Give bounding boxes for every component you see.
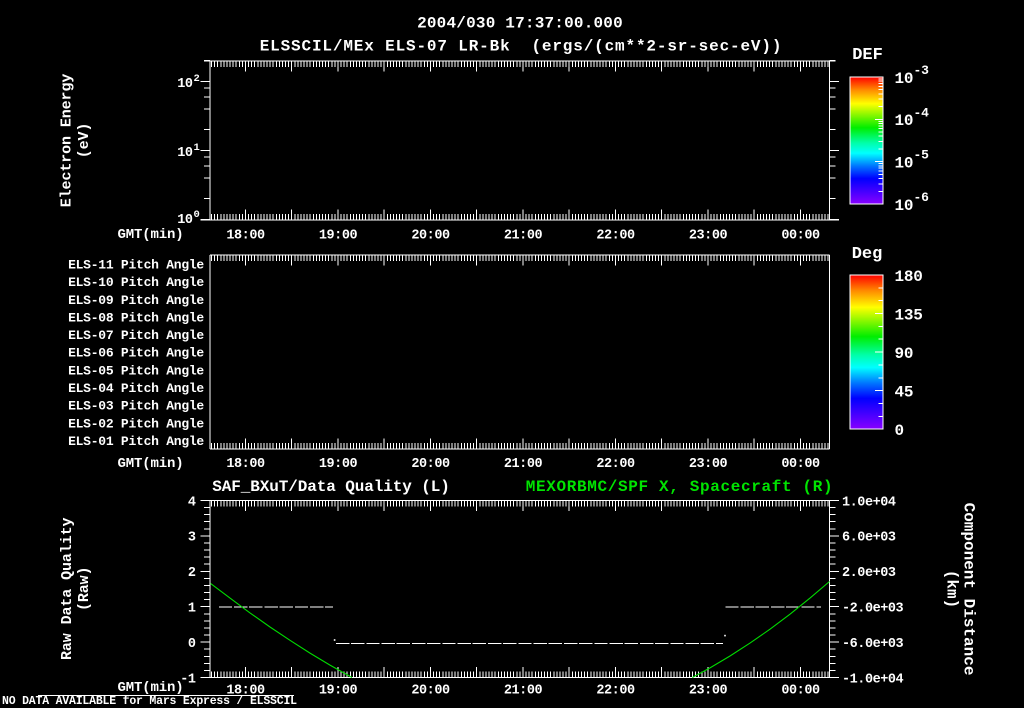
svg-text:10: 10 (177, 213, 193, 228)
svg-text:22:00: 22:00 (596, 228, 635, 243)
svg-text:10: 10 (177, 77, 193, 92)
svg-text:ELS-06 Pitch Angle: ELS-06 Pitch Angle (68, 346, 204, 361)
svg-text:GMT(min): GMT(min) (117, 227, 183, 243)
svg-text:ELS-10 Pitch Angle: ELS-10 Pitch Angle (68, 275, 204, 290)
svg-text:1.0e+04: 1.0e+04 (842, 495, 896, 510)
svg-text:19:00: 19:00 (319, 684, 358, 699)
svg-text:2: 2 (194, 73, 200, 85)
svg-text:Raw Data Quality: Raw Data Quality (59, 517, 76, 660)
svg-text:3: 3 (188, 531, 196, 546)
svg-text:10: 10 (895, 112, 914, 130)
svg-text:2.0e+03: 2.0e+03 (842, 566, 896, 581)
svg-text:10: 10 (895, 155, 914, 173)
svg-text:ELS-05 Pitch Angle: ELS-05 Pitch Angle (68, 363, 204, 378)
svg-text:-6.0e+03: -6.0e+03 (842, 637, 904, 652)
svg-text:-1.0e+04: -1.0e+04 (842, 672, 904, 687)
svg-text:21:00: 21:00 (504, 684, 543, 699)
svg-text:0: 0 (194, 209, 200, 221)
svg-text:00:00: 00:00 (781, 228, 820, 243)
svg-text:22:00: 22:00 (596, 457, 635, 472)
svg-text:10: 10 (895, 70, 914, 88)
svg-text:SAF_BXuT/Data Quality (L): SAF_BXuT/Data Quality (L) (212, 478, 450, 496)
svg-text:18:00: 18:00 (226, 684, 265, 699)
svg-text:10: 10 (895, 197, 914, 215)
svg-text:2: 2 (188, 566, 196, 581)
svg-text:21:00: 21:00 (504, 228, 543, 243)
svg-text:4: 4 (188, 495, 196, 510)
svg-text:(eV): (eV) (76, 123, 93, 159)
svg-text:NO DATA AVAILABLE for Mars Exp: NO DATA AVAILABLE for Mars Express / ELS… (2, 695, 297, 708)
svg-text:2004/030 17:37:00.000: 2004/030 17:37:00.000 (417, 15, 623, 33)
svg-text:45: 45 (895, 383, 914, 401)
svg-text:23:00: 23:00 (689, 228, 728, 243)
svg-text:180: 180 (895, 268, 923, 286)
svg-text:23:00: 23:00 (689, 457, 728, 472)
svg-text:90: 90 (895, 345, 914, 363)
svg-text:ELS-07 Pitch Angle: ELS-07 Pitch Angle (68, 328, 204, 343)
svg-text:GMT(min): GMT(min) (117, 680, 183, 696)
svg-text:19:00: 19:00 (319, 457, 358, 472)
svg-text:ELS-01 Pitch Angle: ELS-01 Pitch Angle (68, 434, 204, 449)
svg-text:6.0e+03: 6.0e+03 (842, 531, 896, 546)
svg-text:19:00: 19:00 (319, 228, 358, 243)
svg-text:GMT(min): GMT(min) (117, 456, 183, 472)
svg-text:00:00: 00:00 (781, 684, 820, 699)
svg-text:21:00: 21:00 (504, 457, 543, 472)
svg-text:ELS-04 Pitch Angle: ELS-04 Pitch Angle (68, 381, 204, 396)
svg-text:ELS-09 Pitch Angle: ELS-09 Pitch Angle (68, 293, 204, 308)
svg-text:-6: -6 (914, 190, 930, 205)
svg-text:10: 10 (177, 146, 193, 161)
svg-text:-2.0e+03: -2.0e+03 (842, 602, 904, 617)
svg-text:0: 0 (895, 422, 904, 440)
svg-text:ELSSCIL/MEx ELS-07 LR-Bk (erg: ELSSCIL/MEx ELS-07 LR-Bk (ergs/(cm**2-sr… (260, 38, 783, 56)
svg-text:Component Distance: Component Distance (960, 503, 978, 676)
svg-text:18:00: 18:00 (226, 228, 265, 243)
svg-text:-1: -1 (180, 672, 196, 687)
svg-text:-4: -4 (914, 105, 930, 120)
svg-text:ELS-11 Pitch Angle: ELS-11 Pitch Angle (68, 258, 204, 273)
svg-text:Electron Energy: Electron Energy (59, 74, 76, 208)
svg-text:0: 0 (188, 637, 196, 652)
svg-text:22:00: 22:00 (596, 684, 635, 699)
svg-text:-5: -5 (914, 148, 930, 163)
svg-text:MEXORBMC/SPF X, Spacecraft (R): MEXORBMC/SPF X, Spacecraft (R) (526, 478, 834, 496)
svg-text:00:00: 00:00 (781, 457, 820, 472)
svg-text:(Raw): (Raw) (76, 567, 93, 612)
svg-text:DEF: DEF (852, 46, 883, 65)
svg-text:20:00: 20:00 (411, 228, 450, 243)
svg-text:ELS-02 Pitch Angle: ELS-02 Pitch Angle (68, 416, 204, 431)
svg-text:ELS-03 Pitch Angle: ELS-03 Pitch Angle (68, 399, 204, 414)
svg-text:20:00: 20:00 (411, 457, 450, 472)
svg-text:1: 1 (194, 142, 200, 154)
svg-text:ELS-08 Pitch Angle: ELS-08 Pitch Angle (68, 310, 204, 325)
svg-text:Deg: Deg (852, 245, 883, 264)
svg-text:18:00: 18:00 (226, 457, 265, 472)
svg-text:20:00: 20:00 (411, 684, 450, 699)
svg-text:23:00: 23:00 (689, 684, 728, 699)
svg-text:135: 135 (895, 306, 923, 324)
svg-text:(km): (km) (943, 570, 961, 608)
svg-text:1: 1 (188, 602, 196, 617)
svg-text:-3: -3 (914, 63, 930, 78)
